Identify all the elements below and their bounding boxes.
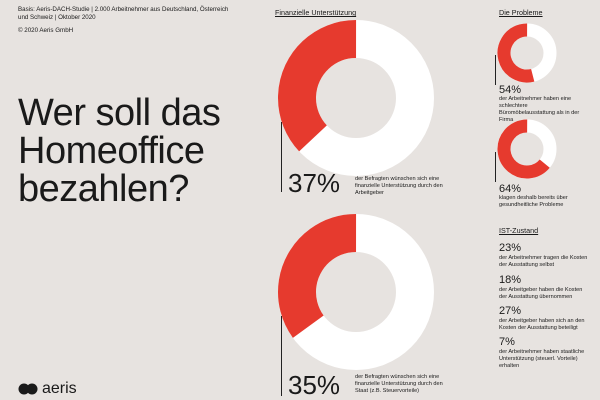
ist-item-value: 7% — [499, 336, 515, 348]
chart-3-description: der Arbeitnehmer haben eine schlechtere … — [499, 96, 580, 123]
donut-slice — [278, 20, 434, 176]
donut-chart-employer — [278, 20, 434, 176]
chart-2-value: 35% — [288, 370, 341, 400]
leader-line — [495, 55, 496, 85]
chart-4-value: 64% — [499, 183, 522, 195]
chart-1-description: der Befragten wünschen sich eine finanzi… — [355, 176, 443, 196]
chart-4-description: klagen deshalb bereits über gesundheitli… — [499, 195, 568, 208]
copyright: © 2020 Aeris GmbH — [18, 27, 74, 34]
ist-item-value: 23% — [499, 242, 522, 254]
donut-slice — [278, 214, 434, 370]
chart-3-title: Die Probleme — [499, 8, 543, 17]
ist-item-text: der Arbeitgeber haben sich an den Kosten… — [499, 318, 585, 331]
ist-item-text: der Arbeitgeber haben die Kosten der Aus… — [499, 287, 583, 300]
aeris-logo-icon — [18, 383, 38, 395]
donut-slice — [497, 23, 557, 83]
chart-2-description: der Befragten wünschen sich eine finanzi… — [355, 374, 443, 394]
ist-item-text: der Arbeitnehmer haben staatliche Unters… — [499, 349, 585, 369]
headline: Wer soll das Homeoffice bezahlen? — [18, 92, 221, 210]
leader-line — [281, 316, 282, 396]
ist-item-value: 27% — [499, 305, 522, 317]
ist-item-value: 18% — [499, 274, 522, 286]
brand-logo: aeris — [18, 381, 77, 397]
headline-line-1: Wer soll das — [18, 92, 221, 134]
leader-line — [495, 152, 496, 182]
donut-chart-state — [278, 214, 434, 370]
donut-chart-health — [497, 119, 557, 179]
chart-1-title: Finanzielle Unterstützung — [275, 8, 357, 17]
ist-zustand-title: IST-Zustand — [499, 226, 539, 235]
donut-chart-furniture — [497, 23, 557, 83]
chart-1-value: 37% — [288, 168, 341, 198]
headline-line-2: Homeoffice — [18, 130, 205, 172]
brand-name: aeris — [42, 380, 77, 397]
chart-3-value: 54% — [499, 84, 522, 96]
ist-item-text: der Arbeitnehmer tragen die Kosten der A… — [499, 255, 588, 268]
headline-line-3: bezahlen? — [18, 168, 189, 210]
leader-line — [281, 122, 282, 192]
source-note: Basis: Aeris-DACH-Studie | 2.000 Arbeitn… — [18, 6, 229, 21]
